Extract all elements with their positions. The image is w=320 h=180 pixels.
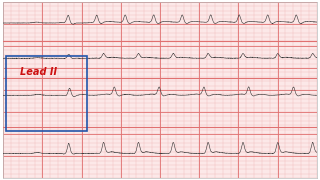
Text: Lead II: Lead II (20, 67, 58, 77)
